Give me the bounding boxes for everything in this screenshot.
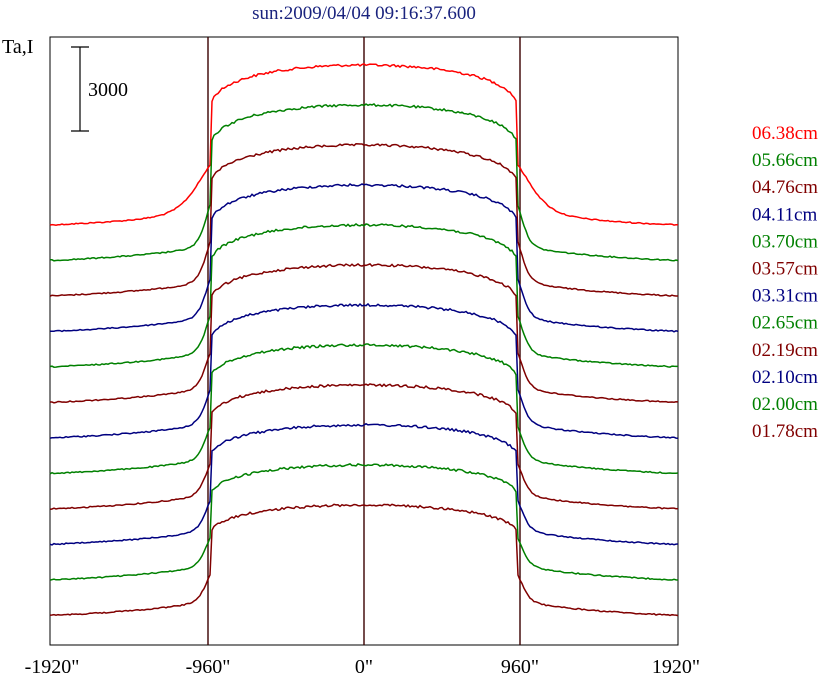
x-tick-labels: -1920" -960" 0" 960" 1920" [25,656,701,678]
scale-bar-label: 3000 [88,79,128,101]
y-axis-label: Ta,I [2,36,33,58]
legend-item-06.38cm: 06.38cm [752,123,818,144]
legend-item-01.78cm: 01.78cm [752,421,818,442]
chart-title: sun:2009/04/04 09:16:37.600 [252,3,476,24]
series-line-02.19cm [49,383,679,511]
legend-item-02.00cm: 02.00cm [752,394,818,415]
x-tick-label-4: 1920" [652,656,700,678]
vertical-reference-lines [207,37,521,645]
legend-item-03.70cm: 03.70cm [752,231,818,252]
series-group [49,62,679,617]
legend-item-03.31cm: 03.31cm [752,286,818,307]
legend-item-02.19cm: 02.19cm [752,340,818,361]
legend-item-02.65cm: 02.65cm [752,313,818,334]
x-tick-label-1: -960" [186,656,231,678]
series-line-03.57cm [50,262,679,404]
x-tick-label-3: 960" [501,656,539,678]
legend: 06.38cm 05.66cm 04.76cm 04.11cm 03.70cm 03.57… [752,123,818,442]
x-tick-label-2: 0" [355,656,373,678]
series-line-01.78cm [49,503,679,617]
series-line-06.38cm [49,62,679,226]
legend-item-05.66cm: 05.66cm [752,150,818,171]
legend-item-04.76cm: 04.76cm [752,177,818,198]
scale-bar: 3000 [71,46,128,132]
series-line-04.11cm [49,183,679,333]
series-line-02.10cm [49,422,679,546]
series-line-02.65cm [49,343,679,475]
series-line-03.31cm [49,302,679,439]
legend-item-02.10cm: 02.10cm [752,367,818,388]
legend-item-04.11cm: 04.11cm [752,204,817,225]
series-line-02.00cm [49,463,679,581]
series-line-03.70cm [49,222,678,368]
x-tick-label-0: -1920" [25,656,80,678]
series-line-05.66cm [50,102,679,262]
series-line-04.76cm [49,143,678,297]
legend-item-03.57cm: 03.57cm [752,259,818,280]
